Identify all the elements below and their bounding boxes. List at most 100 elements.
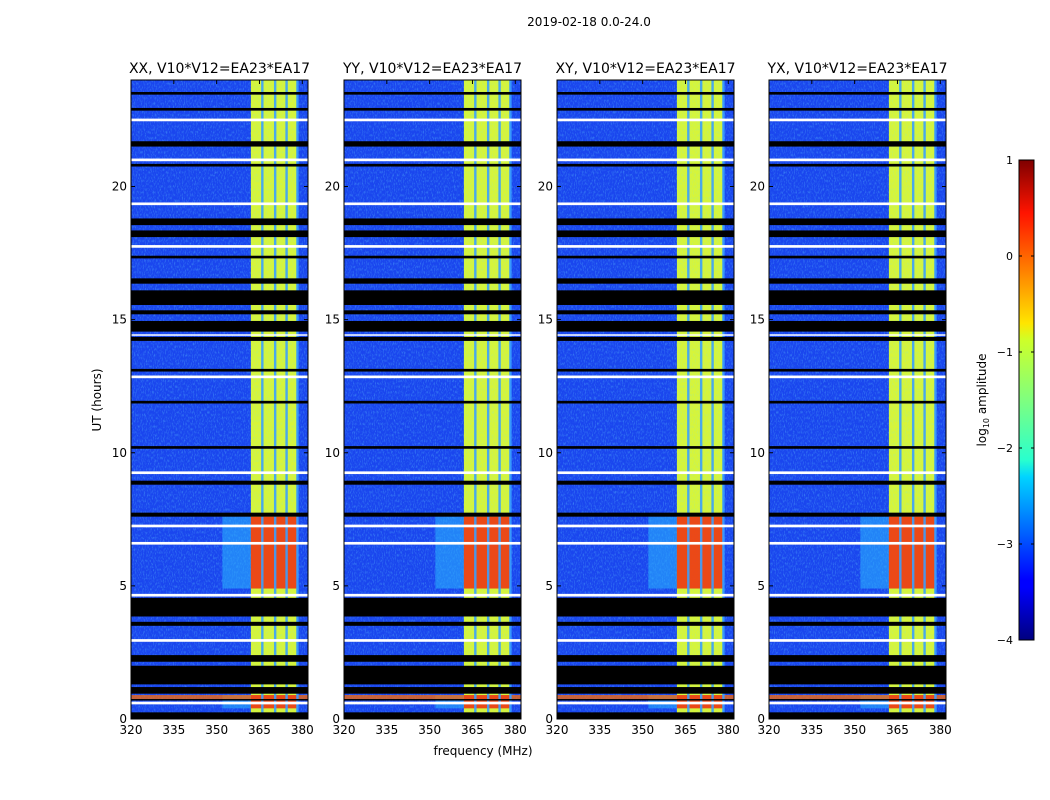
flagged-row-black [131, 597, 308, 617]
y-tick-label: 15 [750, 313, 765, 327]
panels: XX, V10*V12=EA23*EA17 320 335 350 365 380 0 5 10… [112, 61, 952, 737]
flagged-row-black [769, 336, 946, 341]
flagged-row-white [344, 524, 521, 528]
flagged-row-white [557, 541, 734, 545]
flagged-row-black [769, 621, 946, 626]
flagged-row-black [131, 163, 308, 167]
flagged-row-black [131, 255, 308, 259]
flagged-row-white [344, 375, 521, 379]
flagged-row-black [344, 290, 521, 305]
x-tick-label: 365 [886, 723, 909, 737]
colorbar-tick-label: −3 [997, 538, 1013, 551]
flagged-row-black [131, 91, 308, 95]
flagged-row-black [344, 655, 521, 662]
y-axis-label: UT (hours) [90, 368, 104, 431]
flagged-row-black [344, 597, 521, 617]
flagged-row-black [769, 597, 946, 617]
flagged-row-black [557, 621, 734, 626]
bright-band-strong [676, 516, 723, 589]
flagged-row-black [769, 655, 946, 662]
flagged-row-white [344, 471, 521, 475]
y-tick-label: 15 [112, 313, 127, 327]
panel-4: YX, V10*V12=EA23*EA17 320 335 350 365 380 0 5 10… [750, 61, 952, 737]
rfi-line [131, 695, 308, 700]
x-tick-label: 335 [800, 723, 823, 737]
flagged-row-black [131, 230, 308, 238]
flagged-row-black [131, 336, 308, 341]
y-tick-label: 0 [332, 712, 340, 726]
flagged-row-black [557, 655, 734, 662]
flagged-row-black [131, 290, 308, 305]
flagged-row-white [769, 471, 946, 475]
flagged-row-white [344, 334, 521, 336]
figure-suptitle: 2019-02-18 0.0-24.0 [527, 15, 651, 29]
y-tick-label: 20 [325, 180, 340, 194]
flagged-row-black [769, 107, 946, 111]
flagged-row-white [344, 202, 521, 206]
x-tick-label: 350 [631, 723, 654, 737]
flagged-row-black [344, 230, 521, 238]
flagged-row-black [557, 310, 734, 315]
flagged-row-black [131, 141, 308, 147]
x-tick-label: 320 [758, 723, 781, 737]
y-tick-label: 5 [119, 579, 127, 593]
flagged-row-black [344, 446, 521, 449]
x-tick-label: 320 [333, 723, 356, 737]
flagged-row-white [769, 701, 946, 705]
y-tick-label: 0 [757, 712, 765, 726]
flagged-row-black [131, 687, 308, 694]
flagged-row-black [769, 290, 946, 305]
flagged-row-black [557, 446, 734, 449]
x-tick-label: 350 [843, 723, 866, 737]
flagged-row-white [769, 524, 946, 528]
y-tick-label: 5 [332, 579, 340, 593]
flagged-row-white [344, 158, 521, 162]
flagged-row-black [769, 255, 946, 259]
flagged-row-black [131, 621, 308, 626]
colorbar-label: log10 amplitude [975, 354, 991, 447]
flagged-row-white [131, 375, 308, 379]
x-tick-label: 350 [418, 723, 441, 737]
flagged-row-black [131, 655, 308, 662]
y-tick-label: 15 [538, 313, 553, 327]
bright-band-strong [888, 516, 935, 589]
x-tick-label: 365 [674, 723, 697, 737]
flagged-row-black [557, 336, 734, 341]
channel-gap [296, 80, 299, 719]
panel-title: XX, V10*V12=EA23*EA17 [129, 61, 310, 77]
panel-title: XY, V10*V12=EA23*EA17 [555, 61, 735, 77]
channel-gap [934, 80, 937, 719]
x-tick-label: 335 [375, 723, 398, 737]
flagged-row-white [557, 701, 734, 705]
colorbar-tick-label: −2 [997, 442, 1013, 455]
flagged-row-black [131, 368, 308, 372]
flagged-row-black [769, 687, 946, 694]
flagged-row-black [344, 480, 521, 485]
flagged-row-black [131, 107, 308, 111]
flagged-row-black [557, 687, 734, 694]
flagged-row-black [557, 512, 734, 517]
flagged-row-white [131, 524, 308, 528]
flagged-row-black [131, 320, 308, 332]
flagged-row-white [131, 701, 308, 705]
flagged-row-white [769, 158, 946, 162]
flagged-row-white [769, 202, 946, 206]
x-tick-label: 350 [205, 723, 228, 737]
flagged-row-black [557, 368, 734, 372]
flagged-row-black [131, 712, 308, 719]
flagged-row-white [557, 593, 734, 597]
flagged-row-black [344, 255, 521, 259]
flagged-row-white [131, 593, 308, 597]
flagged-row-black [131, 512, 308, 517]
flagged-row-black [769, 712, 946, 719]
x-tick-label: 365 [248, 723, 271, 737]
channel-gap [273, 80, 277, 719]
flagged-row-white [344, 541, 521, 545]
panel-3: XY, V10*V12=EA23*EA17 320 335 350 365 380 0 5 10… [538, 61, 740, 737]
flagged-row-black [769, 368, 946, 372]
y-tick-label: 5 [757, 579, 765, 593]
flagged-row-black [344, 320, 521, 332]
channel-gap [923, 80, 926, 719]
rfi-line [557, 695, 734, 700]
panel-frame [130, 79, 309, 720]
